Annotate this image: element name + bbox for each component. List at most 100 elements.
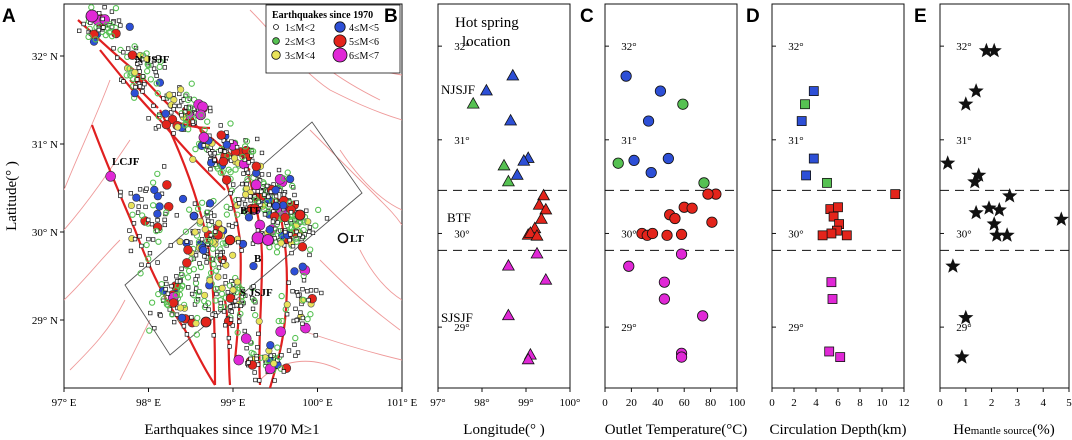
earthquake-marker [225, 293, 236, 303]
earthquake-marker [239, 292, 246, 300]
earthquake-marker [231, 182, 236, 187]
panel-e-x-label: Hemantle source(%) [953, 422, 1054, 438]
lt-marker [337, 232, 349, 244]
earthquake-marker [161, 119, 172, 130]
data-point [841, 230, 852, 241]
earthquake-marker [212, 213, 217, 218]
earthquake-marker [150, 237, 156, 242]
earthquake-marker [147, 251, 153, 256]
series-magenta [623, 248, 709, 363]
earthquake-marker [207, 269, 215, 277]
earthquake-marker [274, 344, 281, 351]
earthquake-marker [177, 279, 183, 284]
earthquake-marker [111, 46, 116, 51]
earthquake-marker [112, 4, 120, 12]
earthquake-marker [184, 239, 189, 244]
earthquake-major-marker [251, 231, 265, 245]
earthquake-major-marker [224, 234, 236, 246]
zone-label-middle: BTF [447, 210, 471, 225]
earthquake-marker [284, 169, 291, 176]
legend-symbol [273, 24, 279, 30]
earthquake-major-marker [262, 234, 274, 246]
earthquake-marker [214, 273, 222, 281]
earthquake-marker [165, 291, 171, 296]
earthquake-marker [154, 170, 161, 178]
legend-symbol [271, 50, 281, 60]
x-tick-label: 4 [1040, 397, 1046, 409]
earthquake-marker [186, 206, 193, 213]
earthquake-marker [105, 29, 113, 36]
data-point [800, 99, 810, 110]
earthquake-marker [149, 222, 155, 227]
earthquake-marker [300, 234, 305, 240]
earthquake-marker [154, 73, 159, 78]
data-point [675, 351, 688, 363]
earthquake-marker [319, 290, 324, 296]
legend-title: Earthquakes since 1970 [272, 10, 373, 21]
data-point [945, 258, 961, 273]
panel-e-x-label-unit: (%) [1032, 422, 1055, 438]
earthquake-marker [137, 270, 144, 277]
fault-label-sjsjf: S JSJF [240, 287, 273, 299]
earthquake-marker [288, 224, 295, 232]
data-point [999, 227, 1015, 242]
panel-b-title-line1: Hot spring [455, 15, 519, 31]
legend-label: 5≤M<6 [349, 37, 379, 48]
earthquake-marker [250, 297, 258, 304]
series-red [636, 188, 722, 241]
earthquake-marker [270, 360, 278, 368]
zone-label-south: SJSJF [441, 310, 473, 325]
earthquake-marker [253, 377, 258, 383]
earthquake-marker [213, 313, 218, 318]
x-tick-label: 5 [1066, 397, 1072, 409]
earthquake-marker [153, 209, 162, 219]
earthquake-marker [292, 342, 297, 347]
earthquake-marker [297, 242, 308, 252]
x-tick-label: 0 [937, 397, 943, 409]
earthquake-marker [297, 232, 302, 237]
earthquake-marker [216, 130, 226, 140]
legend-symbol [332, 47, 348, 63]
earthquake-marker [172, 292, 179, 299]
earthquake-marker [137, 234, 142, 239]
earthquake-marker [195, 296, 201, 302]
earthquake-marker [163, 209, 170, 216]
data-point [890, 189, 901, 200]
earthquake-marker [305, 289, 310, 294]
earthquake-marker [280, 212, 290, 223]
earthquake-marker [108, 24, 115, 31]
earthquake-marker [212, 157, 217, 162]
earthquake-marker [273, 249, 281, 256]
earthquake-marker [214, 165, 222, 172]
earthquake-marker [217, 169, 224, 176]
earthquake-major-marker [200, 316, 212, 328]
minor-fault-lines [64, 9, 402, 381]
earthquake-marker [266, 341, 275, 350]
earthquake-marker [116, 18, 122, 23]
data-point [669, 212, 681, 225]
earthquake-marker [161, 96, 166, 101]
earthquake-marker [126, 46, 131, 51]
earthquake-marker [205, 218, 211, 224]
earthquake-marker [307, 246, 314, 253]
earthquake-marker [118, 23, 123, 28]
earthquake-marker [164, 281, 169, 287]
earthquake-marker [229, 286, 237, 294]
earthquake-marker [81, 21, 86, 27]
panel-c-frame [604, 3, 738, 389]
earthquake-marker [151, 103, 156, 109]
earthquake-marker [212, 297, 219, 304]
earthquake-marker [121, 79, 126, 84]
earthquake-marker [128, 248, 134, 254]
earthquake-marker [101, 25, 106, 30]
earthquake-marker [160, 296, 167, 303]
data-point [989, 227, 1005, 242]
earthquake-marker [85, 33, 92, 41]
earthquake-marker [130, 89, 139, 98]
earthquake-marker [233, 221, 239, 227]
data-point [645, 166, 657, 179]
earthquake-marker [228, 317, 234, 322]
earthquake-marker [139, 262, 144, 267]
earthquake-marker [312, 222, 319, 229]
earthquake-marker [221, 175, 232, 185]
